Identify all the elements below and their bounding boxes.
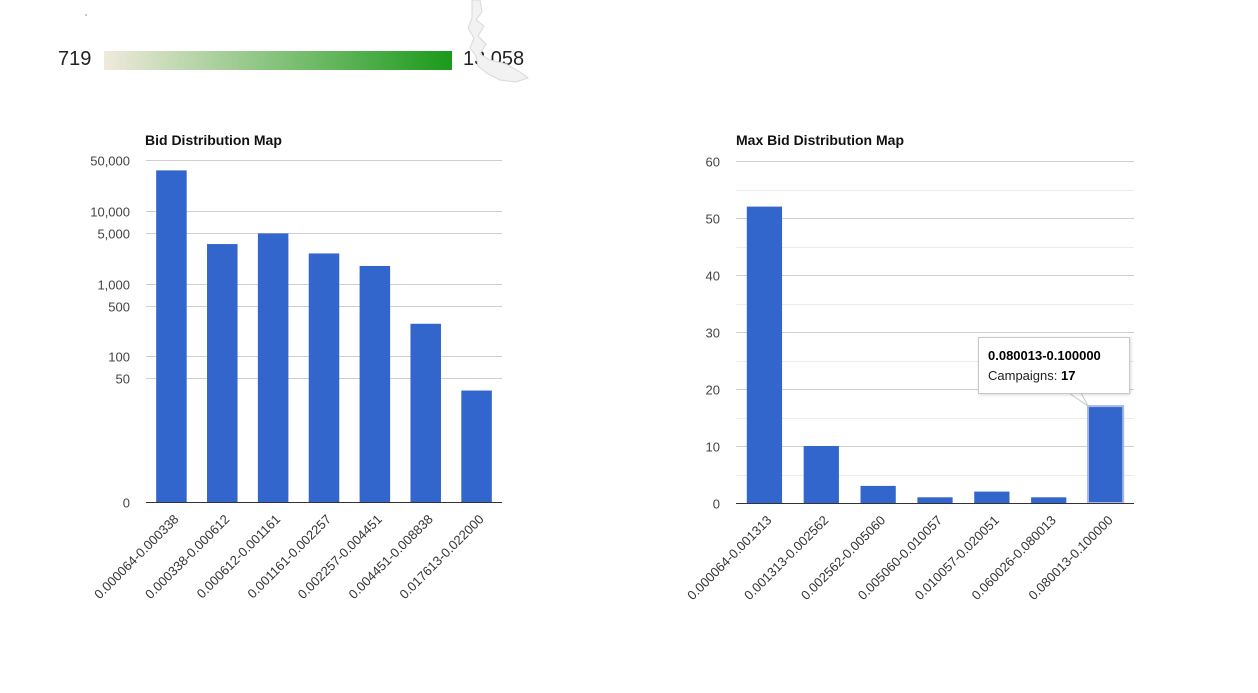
bid-chart-bar [308,253,340,502]
bid-chart-bar [410,323,441,502]
max-bid-chart-bar [974,491,1010,503]
max-bid-chart-title: Max Bid Distribution Map [736,132,904,148]
bid-chart-y-tick-label: 50 [116,372,130,387]
bid-chart-y-tick-label: 1,000 [97,278,130,293]
max-bid-chart-y-tick-label: 60 [706,155,720,170]
max-bid-chart-bar [1031,497,1067,503]
bid-chart-bar [359,265,391,502]
tooltip-value: 17 [1061,368,1076,383]
bid-chart-y-tick-label: 500 [108,300,130,315]
tooltip-category: 0.080013-0.100000 [988,348,1101,363]
max-bid-chart-y-tick-label: 40 [706,269,720,284]
bid-chart-bar [156,170,187,502]
max-bid-chart-y-tick-label: 10 [706,440,720,455]
bid-distribution-chart: Bid Distribution Map 0 50 100 500 1,000 5,000 1… [90,132,502,602]
bid-chart-title: Bid Distribution Map [145,132,282,148]
max-bid-chart-bar [746,206,783,503]
bid-chart-bar [207,244,238,502]
max-bid-chart-y-tick-label: 50 [706,212,720,227]
bar-tooltip: 0.080013-0.100000 Campaigns: 17 [978,337,1130,394]
bid-chart-y-tick-label: 10,000 [90,205,130,220]
map-fragment [467,0,530,83]
tooltip-value-line: Campaigns: 17 [988,368,1075,383]
bid-chart-y-tick-label: 100 [108,350,130,365]
max-bid-chart-y-tick-label: 0 [713,497,720,512]
bid-chart-bar [257,233,289,502]
max-bid-chart-bar [860,485,896,503]
max-bid-chart-bar [803,446,839,503]
max-bid-chart-bar [917,497,953,503]
max-bid-chart-bar [1086,405,1125,505]
legend-gradient-bar [104,51,452,70]
bid-chart-y-tick-label: 5,000 [97,227,130,242]
bid-chart-bar [461,390,492,502]
bid-chart-y-tick-label: 0 [123,496,130,511]
max-bid-chart-y-tick-label: 30 [706,326,720,341]
bid-chart-y-tick-label: 50,000 [90,154,130,169]
tooltip-series-label: Campaigns: [988,368,1058,383]
max-bid-chart-y-tick-label: 20 [706,383,720,398]
map-dot [85,14,87,16]
legend-min-value: 719 [58,48,92,70]
